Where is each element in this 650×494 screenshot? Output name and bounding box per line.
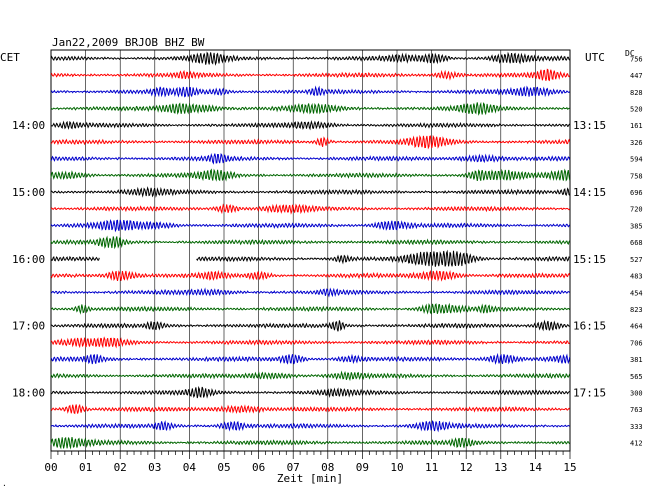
chart-title: Jan22,2009 BRJOB BHZ BW (52, 36, 205, 49)
dc-value: 720 (630, 206, 643, 214)
x-tick-label: 11 (425, 461, 438, 474)
seismic-trace (50, 153, 571, 165)
dc-value: 385 (630, 222, 643, 230)
seismic-trace (50, 249, 570, 267)
dc-value: 412 (630, 440, 643, 448)
x-tick-label: 08 (321, 461, 334, 474)
grid (50, 49, 571, 459)
dc-value: 823 (630, 306, 643, 314)
dc-value: 763 (630, 406, 643, 414)
seismic-trace (50, 352, 571, 365)
seismic-trace (50, 420, 570, 433)
x-tick-label: 00 (44, 461, 57, 474)
seismic-trace (50, 319, 570, 332)
dc-value: 520 (630, 105, 643, 113)
seismic-trace (50, 68, 571, 82)
dc-value: 454 (630, 289, 643, 297)
seismic-trace (50, 168, 571, 182)
dc-value: 483 (630, 273, 643, 281)
seismic-trace (50, 287, 571, 298)
x-tick-label: 04 (183, 461, 197, 474)
utc-time-label: 15:15 (573, 253, 606, 266)
seismic-trace (50, 370, 571, 382)
cet-time-label: 17:00 (12, 320, 45, 333)
dc-value: 326 (630, 139, 643, 147)
seismic-trace (50, 51, 571, 66)
seismic-trace (50, 219, 571, 233)
seismic-trace (50, 269, 571, 282)
utc-time-label: 13:15 (573, 119, 606, 132)
dc-header: DC (625, 49, 635, 58)
utc-time-label: 16:15 (573, 320, 606, 333)
dc-value: 756 (630, 55, 643, 63)
seismic-trace (50, 101, 570, 116)
x-tick-label: 03 (148, 461, 161, 474)
cet-time-label: 14:00 (12, 119, 45, 132)
x-tick-label: 07 (287, 461, 300, 474)
dc-value: 696 (630, 189, 643, 197)
utc-time-label: 14:15 (573, 186, 606, 199)
dc-value: 333 (630, 423, 643, 431)
dc-value: 828 (630, 89, 643, 97)
dc-value: 447 (630, 72, 643, 80)
dc-value: 464 (630, 323, 643, 331)
dc-value: 381 (630, 356, 643, 364)
dc-value: 300 (630, 390, 643, 398)
x-tick-label: 13 (494, 461, 507, 474)
dc-value: 527 (630, 256, 643, 264)
x-tick-label: 10 (390, 461, 403, 474)
dc-value: 758 (630, 172, 643, 180)
x-tick-label: 12 (460, 461, 473, 474)
plot-frame (50, 49, 571, 452)
seismic-trace (50, 203, 571, 215)
seismic-trace (50, 186, 571, 198)
utc-time-label: 17:15 (573, 387, 606, 400)
cet-time-label: 16:00 (12, 253, 45, 266)
cet-time-label: 15:00 (12, 186, 45, 199)
seismic-trace (50, 385, 571, 399)
x-tick-label: 14 (529, 461, 543, 474)
seismic-trace (50, 119, 571, 131)
x-tick-label: 09 (356, 461, 369, 474)
dc-value: 594 (630, 156, 643, 164)
traces (50, 51, 571, 450)
labels: 00 01 02 03 04 05 06 07 08 09 10 11 12 13 14 15 756 447 82… (12, 55, 643, 474)
x-tick-label: 06 (252, 461, 265, 474)
x-tick-label: 05 (217, 461, 230, 474)
seismic-trace (50, 134, 571, 150)
cet-time-label: 18:00 (12, 387, 45, 400)
dc-value: 668 (630, 239, 643, 247)
x-tick-label: 15 (563, 461, 576, 474)
footer-mark: . (2, 479, 7, 488)
left-timezone-label: CET (0, 51, 20, 64)
dc-value: 161 (630, 122, 643, 130)
right-timezone-label: UTC (585, 51, 605, 64)
seismic-trace (50, 235, 571, 250)
dc-value: 706 (630, 339, 643, 347)
seismic-trace (50, 336, 570, 349)
seismic-trace (50, 302, 571, 315)
x-tick-label: 01 (79, 461, 92, 474)
seismic-trace (50, 436, 571, 450)
x-tick-label: 02 (114, 461, 127, 474)
seismic-trace (51, 85, 571, 98)
dc-value: 565 (630, 373, 643, 381)
x-axis-label: Zeit [min] (277, 472, 343, 485)
seismic-trace (50, 403, 571, 415)
